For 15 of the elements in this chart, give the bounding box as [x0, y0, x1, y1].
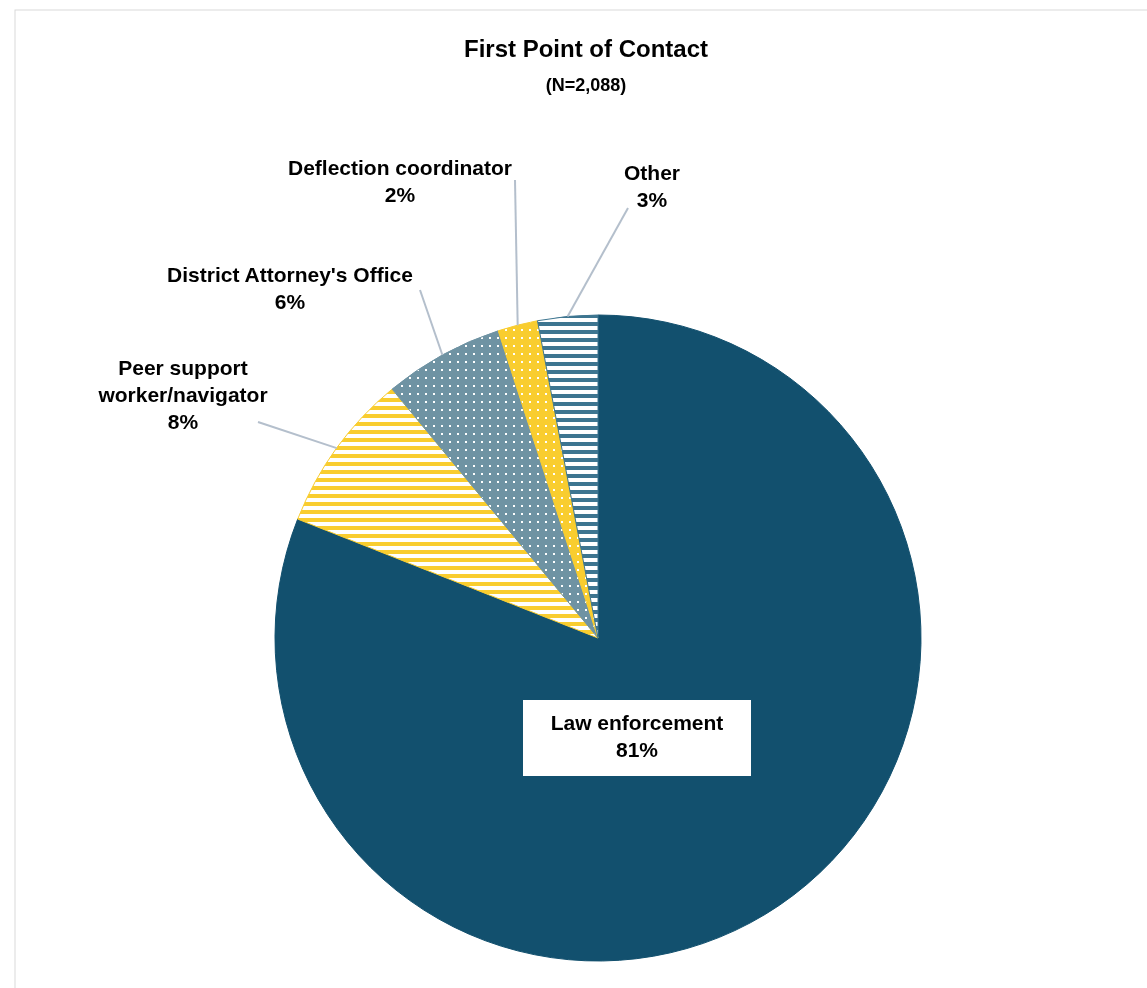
pie-slice [536, 314, 599, 639]
data-label: 2% [384, 183, 416, 206]
data-label: 81% [615, 738, 659, 761]
data-label: 6% [274, 290, 306, 313]
slice-label: Peer support worker/navigator [97, 356, 268, 406]
slice-label: Other [623, 161, 681, 184]
pie-slice [274, 314, 922, 962]
data-label: 3% [636, 188, 668, 211]
pie-slice [391, 330, 599, 639]
chart-subtitle: (N=2,088) [545, 75, 627, 95]
chart-title: First Point of Contact [464, 35, 708, 62]
slice-label: District Attorney's Office [167, 263, 413, 286]
slice-label: Deflection coordinator [287, 156, 513, 179]
slice-label: Law enforcement [550, 711, 724, 734]
data-label: 8% [167, 410, 199, 433]
